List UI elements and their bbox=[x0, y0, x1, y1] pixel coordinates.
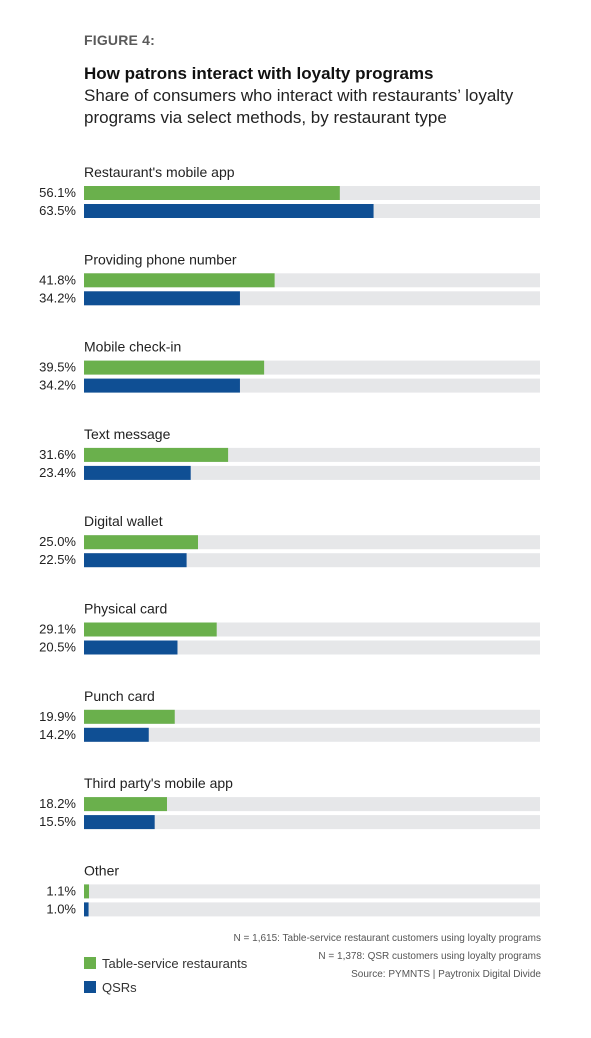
category-group-physical-card: Physical card 29.1% 20.5% bbox=[39, 601, 540, 655]
bar-track bbox=[84, 797, 540, 812]
category-group-digital-wallet: Digital wallet 25.0% 22.5% bbox=[39, 513, 540, 568]
category-label: Physical card bbox=[84, 601, 167, 617]
chart-subtitle: Share of consumers who interact with res… bbox=[84, 86, 514, 127]
value-label-qsr: 1.0% bbox=[46, 901, 76, 916]
sample-note-qsr: N = 1,378: QSR customers using loyalty p… bbox=[318, 951, 541, 962]
value-label-qsr: 22.5% bbox=[39, 552, 76, 567]
bar-qsr bbox=[84, 727, 149, 742]
sample-note-table-service: N = 1,615: Table-service restaurant cust… bbox=[233, 933, 541, 944]
chart-title: How patrons interact with loyalty progra… bbox=[84, 64, 434, 83]
figure-label: FIGURE 4: bbox=[84, 32, 156, 48]
value-label-qsr: 63.5% bbox=[39, 203, 76, 218]
value-label-qsr: 20.5% bbox=[39, 640, 76, 655]
value-label-qsr: 34.2% bbox=[39, 290, 76, 305]
legend-item-qsr: QSRs bbox=[84, 979, 247, 995]
bar-table-service bbox=[84, 447, 229, 462]
value-label-table-service: 41.8% bbox=[39, 272, 76, 287]
category-group-text-message: Text message 31.6% 23.4% bbox=[39, 426, 540, 480]
value-label-qsr: 23.4% bbox=[39, 465, 76, 480]
value-label-table-service: 31.6% bbox=[39, 447, 76, 462]
value-label-table-service: 1.1% bbox=[46, 883, 76, 898]
value-label-table-service: 25.0% bbox=[39, 534, 76, 549]
category-label: Punch card bbox=[84, 688, 155, 704]
bar-qsr bbox=[84, 291, 240, 306]
bar-table-service bbox=[84, 535, 198, 550]
bar-track bbox=[84, 727, 540, 742]
bar-track bbox=[84, 815, 540, 830]
bar-track bbox=[84, 902, 540, 917]
chart-notes: N = 1,615: Table-service restaurant cust… bbox=[234, 930, 541, 984]
category-label: Providing phone number bbox=[84, 251, 237, 267]
bar-qsr bbox=[84, 815, 155, 830]
category-group-third-party-s-mobile-app: Third party's mobile app 18.2% 15.5% bbox=[39, 775, 540, 830]
category-label: Restaurant's mobile app bbox=[84, 164, 235, 180]
bar-track bbox=[84, 553, 540, 568]
source-note: Source: PYMNTS | Paytronix Digital Divid… bbox=[351, 969, 541, 980]
bar-track bbox=[84, 709, 540, 724]
bar-qsr bbox=[84, 553, 187, 568]
legend: Table-service restaurants QSRs bbox=[84, 955, 247, 1003]
value-label-table-service: 19.9% bbox=[39, 709, 76, 724]
value-label-qsr: 34.2% bbox=[39, 378, 76, 393]
bar-table-service bbox=[84, 884, 90, 899]
bar-qsr bbox=[84, 378, 240, 393]
bar-qsr bbox=[84, 204, 374, 218]
bar-table-service bbox=[84, 273, 275, 288]
category-label: Digital wallet bbox=[84, 513, 163, 529]
bar-chart: Restaurant's mobile app 56.1% 63.5% Providi… bbox=[39, 164, 540, 917]
category-label: Third party's mobile app bbox=[84, 775, 233, 791]
bar-track bbox=[84, 640, 540, 655]
bar-track bbox=[84, 465, 540, 480]
category-group-punch-card: Punch card 19.9% 14.2% bbox=[39, 688, 540, 742]
value-label-qsr: 14.2% bbox=[39, 727, 76, 742]
bar-qsr bbox=[84, 902, 89, 917]
legend-swatch-table-service bbox=[84, 957, 96, 969]
bar-table-service bbox=[84, 797, 167, 812]
bar-qsr bbox=[84, 640, 178, 655]
bar-track bbox=[84, 884, 540, 899]
category-label: Other bbox=[84, 862, 119, 878]
value-label-table-service: 18.2% bbox=[39, 796, 76, 811]
value-label-table-service: 29.1% bbox=[39, 622, 76, 637]
bar-table-service bbox=[84, 709, 175, 724]
legend-label-qsr: QSRs bbox=[102, 979, 137, 995]
bar-table-service bbox=[84, 360, 265, 375]
category-group-restaurant-s-mobile-app: Restaurant's mobile app 56.1% 63.5% bbox=[39, 164, 540, 218]
category-label: Mobile check-in bbox=[84, 339, 181, 355]
bar-qsr bbox=[84, 465, 191, 480]
category-group-providing-phone-number: Providing phone number 41.8% 34.2% bbox=[39, 251, 540, 306]
legend-label-table-service: Table-service restaurants bbox=[102, 955, 248, 971]
value-label-table-service: 39.5% bbox=[39, 360, 76, 375]
legend-swatch-qsr bbox=[84, 981, 96, 993]
category-label: Text message bbox=[84, 426, 171, 442]
legend-item-table-service: Table-service restaurants bbox=[84, 955, 247, 971]
category-group-mobile-check-in: Mobile check-in 39.5% 34.2% bbox=[39, 339, 540, 393]
category-group-other: Other 1.1% 1.0% bbox=[46, 862, 540, 917]
value-label-qsr: 15.5% bbox=[39, 814, 76, 829]
bar-table-service bbox=[84, 622, 217, 637]
bar-table-service bbox=[84, 186, 340, 200]
value-label-table-service: 56.1% bbox=[39, 185, 76, 200]
